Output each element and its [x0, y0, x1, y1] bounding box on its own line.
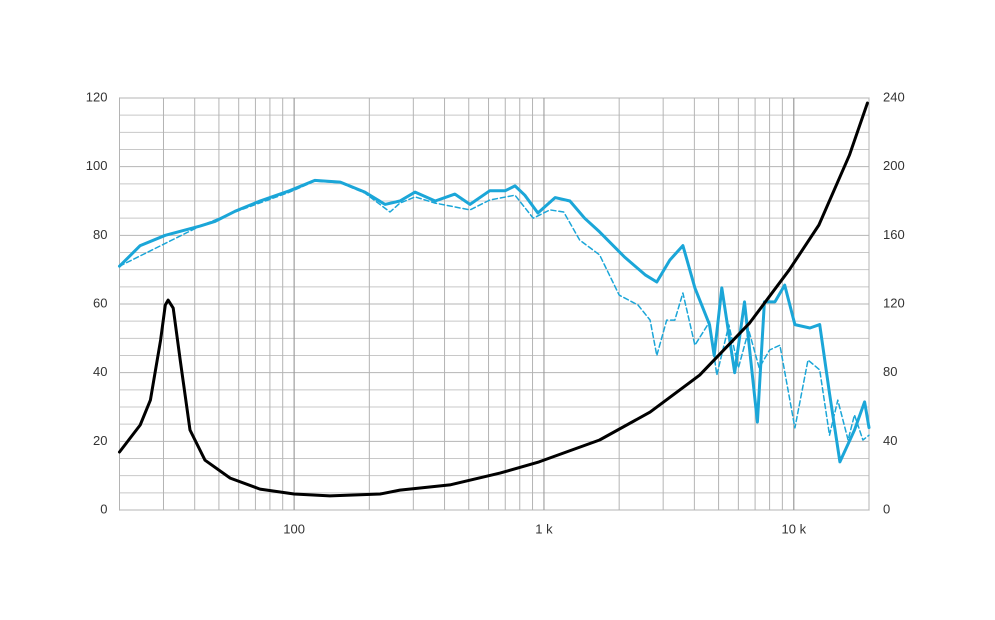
- x-tick-label: 1 k: [535, 521, 553, 536]
- series-line: [118, 101, 869, 498]
- y-tick-label: 120: [86, 89, 108, 104]
- y-tick-label: 40: [93, 364, 107, 379]
- series-line: [118, 180, 870, 441]
- y2-tick-label: 0: [883, 501, 890, 516]
- x-tick-label: 100: [283, 521, 305, 536]
- y2-tick-label: 120: [883, 295, 905, 310]
- y-tick-label: 20: [93, 433, 107, 448]
- y-tick-label: 80: [93, 227, 107, 242]
- y2-tick-label: 240: [883, 89, 905, 104]
- y2-tick-label: 80: [883, 364, 897, 379]
- x-tick-label: 10 k: [782, 521, 807, 536]
- y2-tick-label: 160: [883, 227, 905, 242]
- y2-tick-label: 40: [883, 433, 897, 448]
- series-line: [118, 178, 871, 464]
- y-tick-label: 0: [100, 501, 107, 516]
- y-tick-label: 60: [93, 295, 107, 310]
- y2-tick-label: 200: [883, 158, 905, 173]
- y-tick-label: 100: [86, 158, 108, 173]
